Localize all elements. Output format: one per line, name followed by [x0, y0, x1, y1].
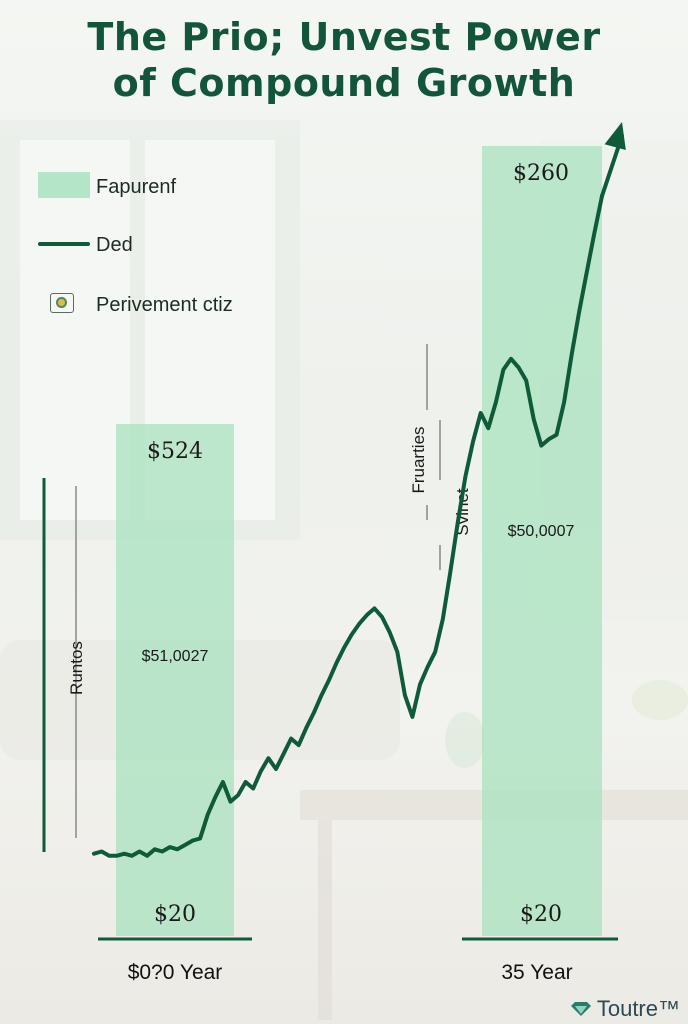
- legend-line-swatch: [38, 242, 90, 246]
- bar-right-mid-label: $50,0007: [508, 523, 575, 540]
- bar-left-bottom-label: $20: [154, 902, 196, 927]
- legend-label-icon: Perivement ctiz: [96, 294, 233, 316]
- growth-line-series: [92, 194, 604, 858]
- legend-item-icon: Perivement ctiz: [38, 290, 338, 320]
- bar-left: [116, 424, 234, 936]
- chart-title: The Prio; Unvest Power of Compound Growt…: [0, 14, 688, 106]
- legend-label-bar: Fapurenf: [96, 176, 177, 198]
- coin-icon: [50, 293, 74, 313]
- x-tick-label-left: $0?0 Year: [128, 961, 223, 984]
- chart-title-line2: of Compound Growth: [112, 61, 576, 105]
- watermark: Toutre™: [570, 996, 680, 1022]
- legend-item-line: Ded: [38, 230, 338, 260]
- bar-left-top-label: $524: [147, 439, 203, 464]
- x-tick-label-right: 35 Year: [501, 961, 572, 984]
- legend-bar-swatch: [38, 172, 90, 198]
- watermark-text: Toutre™: [596, 996, 680, 1021]
- bar-left-mid-label: $51,0027: [142, 648, 209, 665]
- legend-label-line: Ded: [96, 234, 133, 256]
- bar-right-top-label: $260: [513, 161, 569, 186]
- growth-arrow-head-icon: [604, 122, 626, 150]
- annotation-fruarties: Fruarties: [409, 426, 428, 493]
- legend-item-bar: Fapurenf: [38, 172, 338, 202]
- diamond-logo-icon: [570, 1002, 591, 1016]
- annotation-runtos: Runtos: [67, 641, 86, 695]
- bar-right-bottom-label: $20: [520, 902, 562, 927]
- bar-right: [482, 146, 602, 936]
- chart-title-line1: The Prio; Unvest Power: [87, 15, 601, 59]
